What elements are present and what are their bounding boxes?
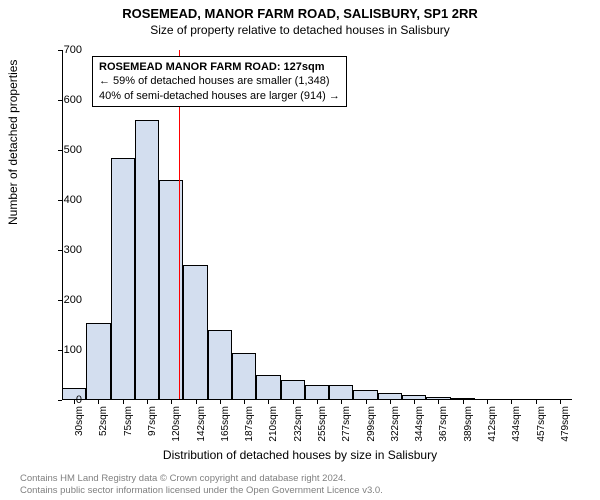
x-tick-mark bbox=[317, 400, 318, 404]
histogram-bar bbox=[111, 158, 135, 401]
histogram-bar bbox=[256, 375, 280, 400]
histogram-bar bbox=[183, 265, 207, 400]
attribution-line2: Contains public sector information licen… bbox=[20, 485, 383, 496]
x-tick-mark bbox=[560, 400, 561, 404]
x-tick-mark bbox=[244, 400, 245, 404]
y-tick-label: 0 bbox=[42, 394, 82, 406]
x-tick-mark bbox=[536, 400, 537, 404]
info-box-line1: ← 59% of detached houses are smaller (1,… bbox=[99, 74, 340, 88]
x-tick-mark bbox=[220, 400, 221, 404]
histogram-bar bbox=[305, 385, 329, 400]
y-tick-label: 400 bbox=[42, 194, 82, 206]
histogram-bar bbox=[86, 323, 110, 401]
x-axis-label: Distribution of detached houses by size … bbox=[0, 448, 600, 462]
x-tick-mark bbox=[293, 400, 294, 404]
x-tick-mark bbox=[511, 400, 512, 404]
x-tick-mark bbox=[463, 400, 464, 404]
histogram-bar bbox=[208, 330, 232, 400]
x-tick-mark bbox=[123, 400, 124, 404]
chart-title-main: ROSEMEAD, MANOR FARM ROAD, SALISBURY, SP… bbox=[0, 0, 600, 21]
x-tick-mark bbox=[171, 400, 172, 404]
x-tick-mark bbox=[268, 400, 269, 404]
x-axis-line bbox=[62, 399, 572, 400]
y-axis-label: Number of detached properties bbox=[6, 60, 20, 225]
histogram-bar bbox=[232, 353, 256, 401]
y-tick-label: 700 bbox=[42, 44, 82, 56]
y-tick-label: 200 bbox=[42, 294, 82, 306]
plot-area: 30sqm52sqm75sqm97sqm120sqm142sqm165sqm18… bbox=[62, 50, 572, 400]
y-tick-label: 100 bbox=[42, 344, 82, 356]
x-tick-mark bbox=[487, 400, 488, 404]
histogram-bar bbox=[135, 120, 159, 400]
chart-title-sub: Size of property relative to detached ho… bbox=[0, 21, 600, 37]
chart-container: ROSEMEAD, MANOR FARM ROAD, SALISBURY, SP… bbox=[0, 0, 600, 500]
y-tick-label: 300 bbox=[42, 244, 82, 256]
x-tick-mark bbox=[390, 400, 391, 404]
y-tick-label: 600 bbox=[42, 94, 82, 106]
y-tick-label: 500 bbox=[42, 144, 82, 156]
attribution-line1: Contains HM Land Registry data © Crown c… bbox=[20, 473, 383, 484]
x-tick-mark bbox=[438, 400, 439, 404]
x-tick-mark bbox=[196, 400, 197, 404]
x-tick-mark bbox=[414, 400, 415, 404]
attribution: Contains HM Land Registry data © Crown c… bbox=[20, 473, 383, 496]
histogram-bar bbox=[329, 385, 353, 400]
info-box-title: ROSEMEAD MANOR FARM ROAD: 127sqm bbox=[99, 60, 340, 74]
histogram-bar bbox=[281, 380, 305, 400]
x-tick-mark bbox=[147, 400, 148, 404]
x-tick-mark bbox=[341, 400, 342, 404]
x-tick-mark bbox=[98, 400, 99, 404]
info-box: ROSEMEAD MANOR FARM ROAD: 127sqm ← 59% o… bbox=[92, 56, 347, 107]
x-tick-mark bbox=[366, 400, 367, 404]
info-box-line2: 40% of semi-detached houses are larger (… bbox=[99, 89, 340, 103]
